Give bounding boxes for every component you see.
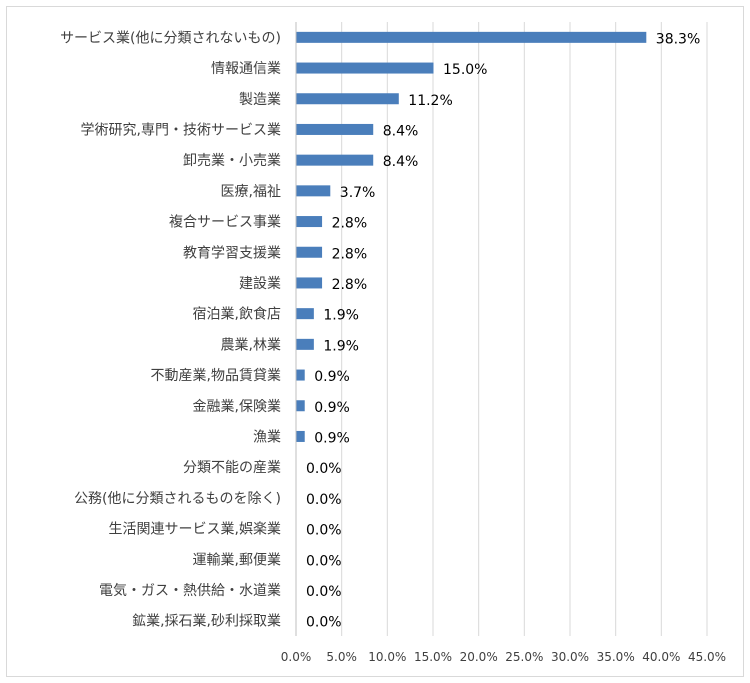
bar <box>296 154 374 166</box>
category-label: 漁業 <box>253 429 281 445</box>
x-tick-label: 45.0% <box>688 650 726 664</box>
data-label: 0.9% <box>314 430 350 446</box>
category-label: 金融業,保険業 <box>193 399 281 415</box>
data-label: 0.0% <box>306 461 342 477</box>
category-label: 電気・ガス・熱供給・水道業 <box>99 583 281 599</box>
category-label: 製造業 <box>239 92 281 108</box>
data-label: 2.8% <box>332 216 368 232</box>
bar <box>296 338 314 350</box>
data-label: 0.9% <box>314 400 350 416</box>
x-tick-label: 40.0% <box>642 650 680 664</box>
x-tick-label: 25.0% <box>505 650 543 664</box>
bar <box>296 123 374 135</box>
data-label: 38.3% <box>656 31 700 47</box>
bar <box>296 62 434 74</box>
bar <box>296 31 647 43</box>
category-label: 医療,福祉 <box>221 183 281 200</box>
data-label: 8.4% <box>383 154 419 170</box>
data-label: 2.8% <box>332 246 368 262</box>
x-tick-label: 10.0% <box>368 650 406 664</box>
category-label: 宿泊業,飲食店 <box>193 306 281 323</box>
bar <box>296 185 331 197</box>
category-label: 生活関連サービス業,娯楽業 <box>109 522 281 538</box>
category-label: 分類不能の産業 <box>183 460 281 476</box>
bar <box>296 308 314 320</box>
data-label: 1.9% <box>323 308 359 324</box>
data-label: 15.0% <box>443 62 487 78</box>
data-label: 8.4% <box>383 123 419 139</box>
data-label: 0.0% <box>306 584 342 600</box>
bar <box>296 369 305 381</box>
data-label: 1.9% <box>323 338 359 354</box>
x-tick-labels: 0.0% 5.0% 10.0% 15.0% 20.0% 25.0% 30.0% 35.0% 40… <box>281 650 726 664</box>
bar <box>296 430 305 442</box>
x-tick-label: 0.0% <box>281 650 312 664</box>
data-label: 0.0% <box>306 523 342 539</box>
category-label: 複合サービス事業 <box>169 214 281 231</box>
bar <box>296 93 399 105</box>
category-label: 鉱業,採石業,砂利採取業 <box>132 613 281 630</box>
category-label: 農業,林業 <box>221 337 281 353</box>
data-label: 2.8% <box>332 277 368 293</box>
bar <box>296 246 323 258</box>
category-label: 建設業 <box>239 276 281 292</box>
category-label: 不動産業,物品賃貸業 <box>151 368 281 384</box>
category-label: 卸売業・小売業 <box>183 153 281 169</box>
bars <box>296 31 647 442</box>
gridlines <box>295 22 708 636</box>
category-labels: サービス業(他に分類されないもの) 情報通信業製造業学術研究,専門・技術サービス業… <box>60 30 281 629</box>
data-label: 0.0% <box>306 615 342 631</box>
x-tick-label: 30.0% <box>551 650 589 664</box>
data-label: 0.0% <box>306 553 342 569</box>
data-label: 0.9% <box>314 369 350 385</box>
data-label: 0.0% <box>306 492 342 508</box>
category-label: 教育学習支援業 <box>183 245 281 261</box>
x-tick-label: 35.0% <box>597 650 635 664</box>
bar <box>296 216 323 228</box>
bar <box>296 277 323 289</box>
x-tick-label: 20.0% <box>460 650 498 664</box>
bar <box>296 400 305 412</box>
data-label: 3.7% <box>340 185 376 201</box>
data-label: 11.2% <box>408 93 452 109</box>
data-labels: 38.3% 15.0% 11.2% 8.4% 8.4% 3.7% 2.8% 2.8% 2.8% 1… <box>306 31 700 630</box>
chart-frame <box>6 6 744 677</box>
category-label: 学術研究,専門・技術サービス業 <box>81 122 281 138</box>
x-tick-label: 15.0% <box>414 650 452 664</box>
category-label: 情報通信業 <box>211 61 281 77</box>
x-tick-label: 5.0% <box>326 650 357 664</box>
category-label: 運輸業,郵便業 <box>193 552 281 568</box>
category-label: 公務(他に分類されるものを除く) <box>74 491 281 507</box>
category-label: サービス業(他に分類されないもの) <box>60 30 281 46</box>
